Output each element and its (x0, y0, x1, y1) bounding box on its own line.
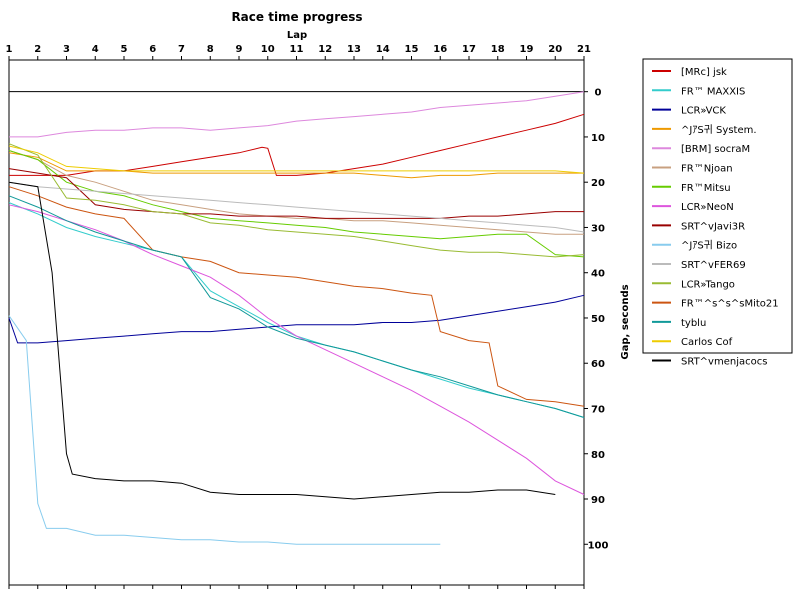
y-tick-label: 0 (595, 88, 602, 99)
y-tick-label: 40 (591, 269, 605, 280)
legend: [MRc] jsk FR™ MAXXIS LCR»VCK ^JｱS귀 System. [… (642, 58, 793, 368)
series-line (8, 186, 585, 407)
y-tick-labels: 0 10 20 30 40 50 60 70 80 90 100 (588, 88, 609, 552)
legend-label: SRT^vJavi3R (681, 221, 745, 232)
legend-label: [BRM] socraM (681, 144, 750, 155)
series-line (8, 181, 585, 233)
series-line (8, 168, 584, 219)
x-tick-label: 7 (178, 44, 185, 55)
x-tick-label: 9 (236, 44, 243, 55)
series-line (8, 145, 585, 174)
y-tick-label: 100 (588, 540, 609, 551)
x-tick-label: 19 (520, 44, 534, 55)
x-tick-label: 17 (462, 44, 476, 55)
y-tick-label: 60 (591, 359, 605, 370)
legend-label: LCR»VCK (681, 106, 726, 117)
series-line (8, 294, 585, 344)
y-tick-label: 20 (591, 178, 605, 189)
legend-label: Carlos Cof (681, 337, 733, 348)
axis-tick-marks (8, 56, 588, 589)
x-tick-label: 4 (92, 44, 99, 55)
legend-label: FR™ MAXXIS (681, 86, 745, 97)
x-tick-label: 8 (207, 44, 214, 55)
x-tick-label: 18 (491, 44, 505, 55)
x-tick-label: 10 (261, 44, 275, 55)
series-line (9, 91, 585, 138)
y-tick-label: 70 (591, 404, 605, 415)
y-tick-label: 10 (591, 133, 605, 144)
series-line (8, 143, 585, 258)
x-tick-label: 3 (63, 44, 70, 55)
legend-label: ^JｱS귀 System. (681, 124, 757, 136)
x-tick-label: 6 (149, 44, 156, 55)
x-tick-label: 20 (548, 44, 562, 55)
y-tick-label: 30 (591, 223, 605, 234)
x-tick-label: 11 (290, 44, 304, 55)
x-axis-label: Lap (287, 30, 307, 41)
series-line (8, 150, 584, 235)
legend-label: SRT^vFER69 (681, 260, 746, 271)
legend-label: ^JｱS귀 Bizo (681, 240, 737, 252)
legend-label: FR™^s^s^sMito21 (681, 299, 779, 310)
plot-area (8, 59, 585, 586)
series-lines (8, 91, 585, 545)
series-line (8, 204, 585, 495)
x-tick-label: 5 (121, 44, 128, 55)
x-tick-label: 13 (347, 44, 361, 55)
x-tick-labels: 1 2 3 4 5 6 7 8 9 10 11 12 13 14 15 16 17 18 19 20 21 (6, 44, 591, 55)
x-tick-label: 15 (405, 44, 419, 55)
x-tick-label: 2 (34, 44, 41, 55)
series-line (8, 152, 584, 179)
legend-label: FR™Mitsu (681, 183, 731, 194)
chart-title: Race time progress (231, 10, 362, 24)
legend-label: [MRc] jsk (681, 67, 727, 78)
x-tick-label: 1 (6, 44, 13, 55)
y-tick-label: 50 (591, 314, 605, 325)
legend-label: FR™Njoan (681, 164, 733, 175)
series-line (8, 181, 556, 500)
x-tick-label: 12 (318, 44, 332, 55)
y-tick-label: 90 (591, 495, 605, 506)
x-tick-label: 14 (376, 44, 390, 55)
legend-label: SRT^vmenjacocs (681, 357, 767, 368)
series-line (9, 113, 585, 176)
x-tick-label: 16 (433, 44, 447, 55)
series-line (8, 195, 585, 418)
series-line (8, 150, 585, 258)
y-tick-label: 80 (591, 450, 605, 461)
legend-label: tyblu (681, 318, 706, 329)
y-axis-label: Gap, seconds (620, 284, 631, 359)
legend-label: LCR»NeoN (681, 202, 734, 213)
legend-label: LCR»Tango (681, 279, 735, 290)
series-line (8, 315, 441, 545)
x-tick-label: 21 (577, 44, 591, 55)
